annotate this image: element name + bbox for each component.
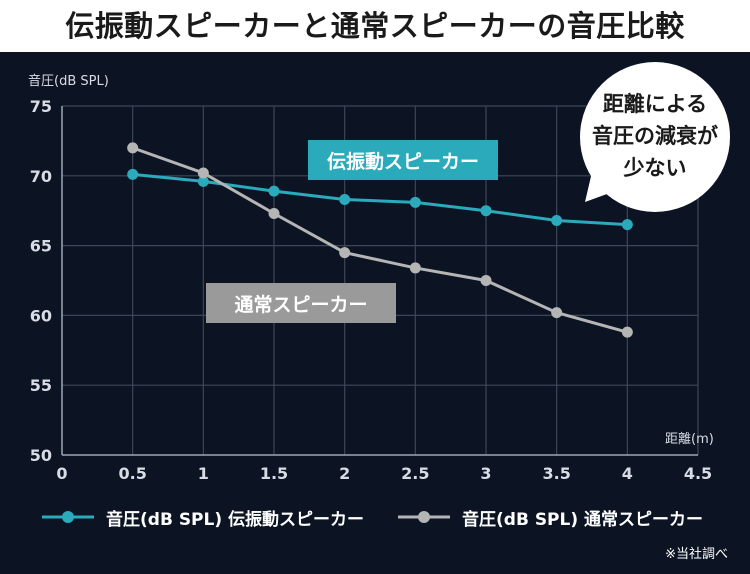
data-series [127,142,633,338]
series-label-vibration: 伝振動スピーカー [308,140,498,180]
data-point [197,167,209,179]
callout-line-1: 距離による [602,92,708,116]
data-point [339,247,351,259]
x-tick-label: 1.5 [260,464,288,483]
y-tick-label: 65 [30,237,52,256]
series-line-vibration [132,172,628,227]
x-tick-label: 2 [339,464,350,483]
legend-item-vibration: 音圧(dB SPL) 伝振動スピーカー [40,502,364,532]
x-tick-label: 0 [56,464,67,483]
tick-labels: 0 0.5 1 1.5 2 2.5 3 3.5 4 4.5 50 55 60 65 70 75 [30,97,712,483]
data-point [268,207,280,219]
footnote: ※当社調べ [665,547,728,562]
data-point [409,196,421,208]
data-point [127,168,139,180]
legend-marker-standard [398,511,450,523]
legend-marker-vibration [42,511,94,523]
x-tick-label: 3.5 [542,464,570,483]
x-tick-label: 2.5 [401,464,429,483]
y-tick-label: 70 [30,167,52,186]
y-tick-label: 75 [30,97,52,116]
x-tick-label: 4.5 [684,464,712,483]
data-point [480,275,492,286]
legend: 音圧(dB SPL) 伝振動スピーカー 音圧(dB SPL) 通常スピーカー [40,502,740,532]
legend-item-standard: 音圧(dB SPL) 通常スピーカー [396,502,703,532]
y-axis-label: 音圧(dB SPL) [28,74,109,89]
legend-label-vibration: 音圧(dB SPL) 伝振動スピーカー [106,509,365,530]
y-tick-label: 55 [30,376,52,395]
data-point [339,194,351,206]
data-point [551,214,563,226]
data-point [621,219,633,231]
data-point [268,185,280,197]
data-point [409,262,421,274]
y-tick-label: 50 [30,446,52,465]
series-line-standard [132,146,628,334]
callout-line-2: 音圧の減衰が [592,124,718,148]
y-tick-label: 60 [30,306,52,325]
x-tick-label: 4 [622,464,633,483]
data-point [127,142,139,154]
data-point [621,326,633,338]
x-tick-label: 1 [198,464,209,483]
data-point [480,205,492,217]
legend-label-standard: 音圧(dB SPL) 通常スピーカー [462,509,704,530]
x-axis-label: 距離(m) [665,432,714,447]
x-tick-label: 0.5 [118,464,146,483]
data-point [197,175,209,187]
x-tick-label: 3 [480,464,491,483]
data-point [551,307,563,319]
chart-title: 伝振動スピーカーと通常スピーカーの音圧比較 [0,0,750,52]
callout-line-3: 少ない [623,156,687,180]
callout-text: 距離による 音圧の減衰が 少ない [580,88,730,184]
series-label-standard: 通常スピーカー [206,283,396,323]
